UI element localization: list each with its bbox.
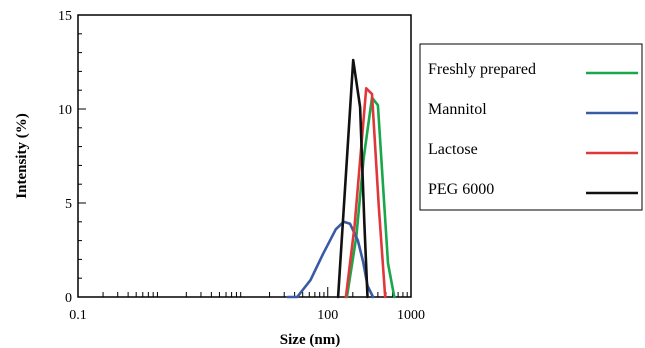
y-ticks: 0 5 10 15 bbox=[58, 9, 86, 306]
y-tick-label: 5 bbox=[65, 197, 72, 212]
x-tick-label: 1000 bbox=[397, 308, 425, 323]
legend-box bbox=[419, 43, 643, 211]
y-tick-label: 15 bbox=[58, 9, 72, 24]
y-axis-label: Intensity (%) bbox=[14, 113, 30, 198]
series-line-freshly-prepared bbox=[345, 96, 396, 299]
x-axis-label: Size (nm) bbox=[280, 332, 340, 348]
plot-frame bbox=[77, 14, 412, 298]
legend: Freshly prepared Mannitol Lactose PEG 6000 bbox=[419, 43, 643, 211]
legend-label: Lactose bbox=[428, 141, 478, 158]
x-ticks: 0.1 100 1000 bbox=[69, 287, 425, 323]
x-tick-label: 0.1 bbox=[69, 308, 87, 323]
y-tick-label: 10 bbox=[58, 103, 72, 118]
series-lines bbox=[286, 58, 396, 299]
series-line-mannitol bbox=[286, 220, 375, 299]
legend-label: Freshly prepared bbox=[428, 61, 536, 78]
series-line-lactose bbox=[344, 87, 387, 299]
series-line-peg-6000 bbox=[336, 58, 369, 299]
x-tick-label: 100 bbox=[317, 308, 338, 323]
y-tick-label: 0 bbox=[65, 291, 72, 306]
legend-label: PEG 6000 bbox=[428, 181, 494, 198]
legend-label: Mannitol bbox=[428, 101, 487, 118]
